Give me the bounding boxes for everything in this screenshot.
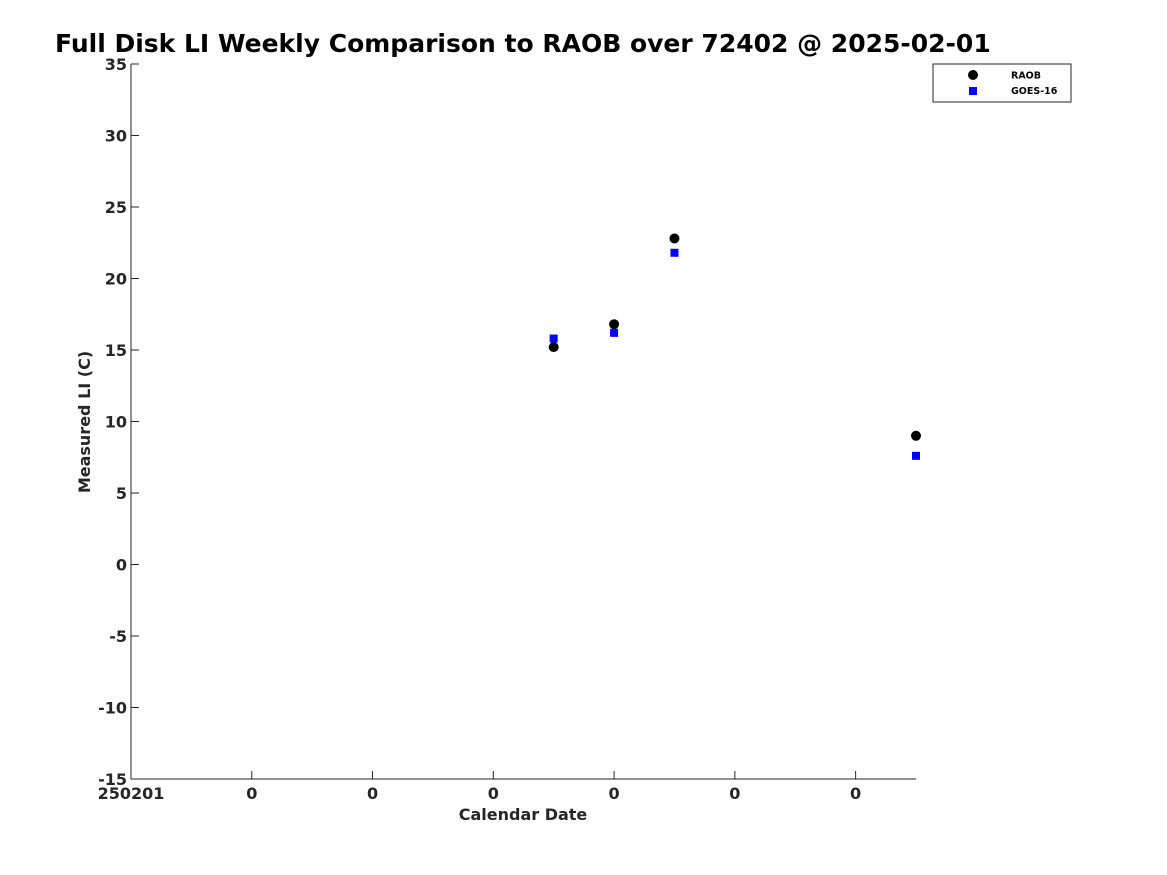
y-tick-label: 25	[105, 198, 127, 217]
y-tick-label: 10	[105, 413, 127, 432]
x-tick-label: 0	[246, 784, 257, 803]
y-axis-label: Measured LI (C)	[75, 351, 94, 493]
plot-area: -15 -10 -5 0 5 10 15 20 25 30 35 250201 0 0 0 0 0 0	[98, 55, 921, 803]
goes-16-point	[670, 248, 679, 257]
legend-marker-raob	[968, 70, 978, 80]
y-tick-label: -5	[109, 627, 127, 646]
x-tick-label: 0	[850, 784, 861, 803]
raob-point	[669, 233, 680, 244]
x-tick-label: 0	[367, 784, 378, 803]
legend-box	[932, 63, 1072, 103]
raob-point	[548, 342, 559, 353]
y-tick-label: 5	[116, 484, 127, 503]
goes-16-point	[549, 334, 558, 343]
x-tick-label: 0	[729, 784, 740, 803]
goes-16-point	[912, 451, 920, 460]
y-tick-label: -15	[98, 770, 127, 789]
chart-title: Full Disk LI Weekly Comparison to RAOB o…	[55, 29, 991, 58]
legend-marker-goes	[969, 87, 977, 95]
legend-label-goes: GOES-16	[1011, 86, 1058, 97]
x-tick-label: 250201	[98, 784, 165, 803]
raob-point	[911, 430, 921, 441]
y-tick-label: 20	[105, 270, 127, 289]
legend-label-raob: RAOB	[1011, 71, 1041, 82]
x-axis-ticks: 250201 0 0 0 0 0 0	[98, 771, 861, 803]
x-tick-label: 0	[609, 784, 620, 803]
y-tick-label: 35	[105, 55, 127, 74]
y-tick-label: -10	[98, 699, 127, 718]
x-tick-label: 0	[488, 784, 499, 803]
y-tick-label: 30	[105, 127, 127, 146]
y-tick-label: 15	[105, 341, 127, 360]
goes-16-point	[610, 328, 619, 337]
y-tick-label: 0	[116, 556, 127, 575]
y-axis-ticks: -15 -10 -5 0 5 10 15 20 25 30 35	[98, 55, 139, 789]
raob-point	[609, 319, 620, 330]
data-points	[548, 233, 921, 460]
legend: RAOB GOES-16	[932, 63, 1072, 103]
x-axis-label: Calendar Date	[459, 805, 588, 824]
